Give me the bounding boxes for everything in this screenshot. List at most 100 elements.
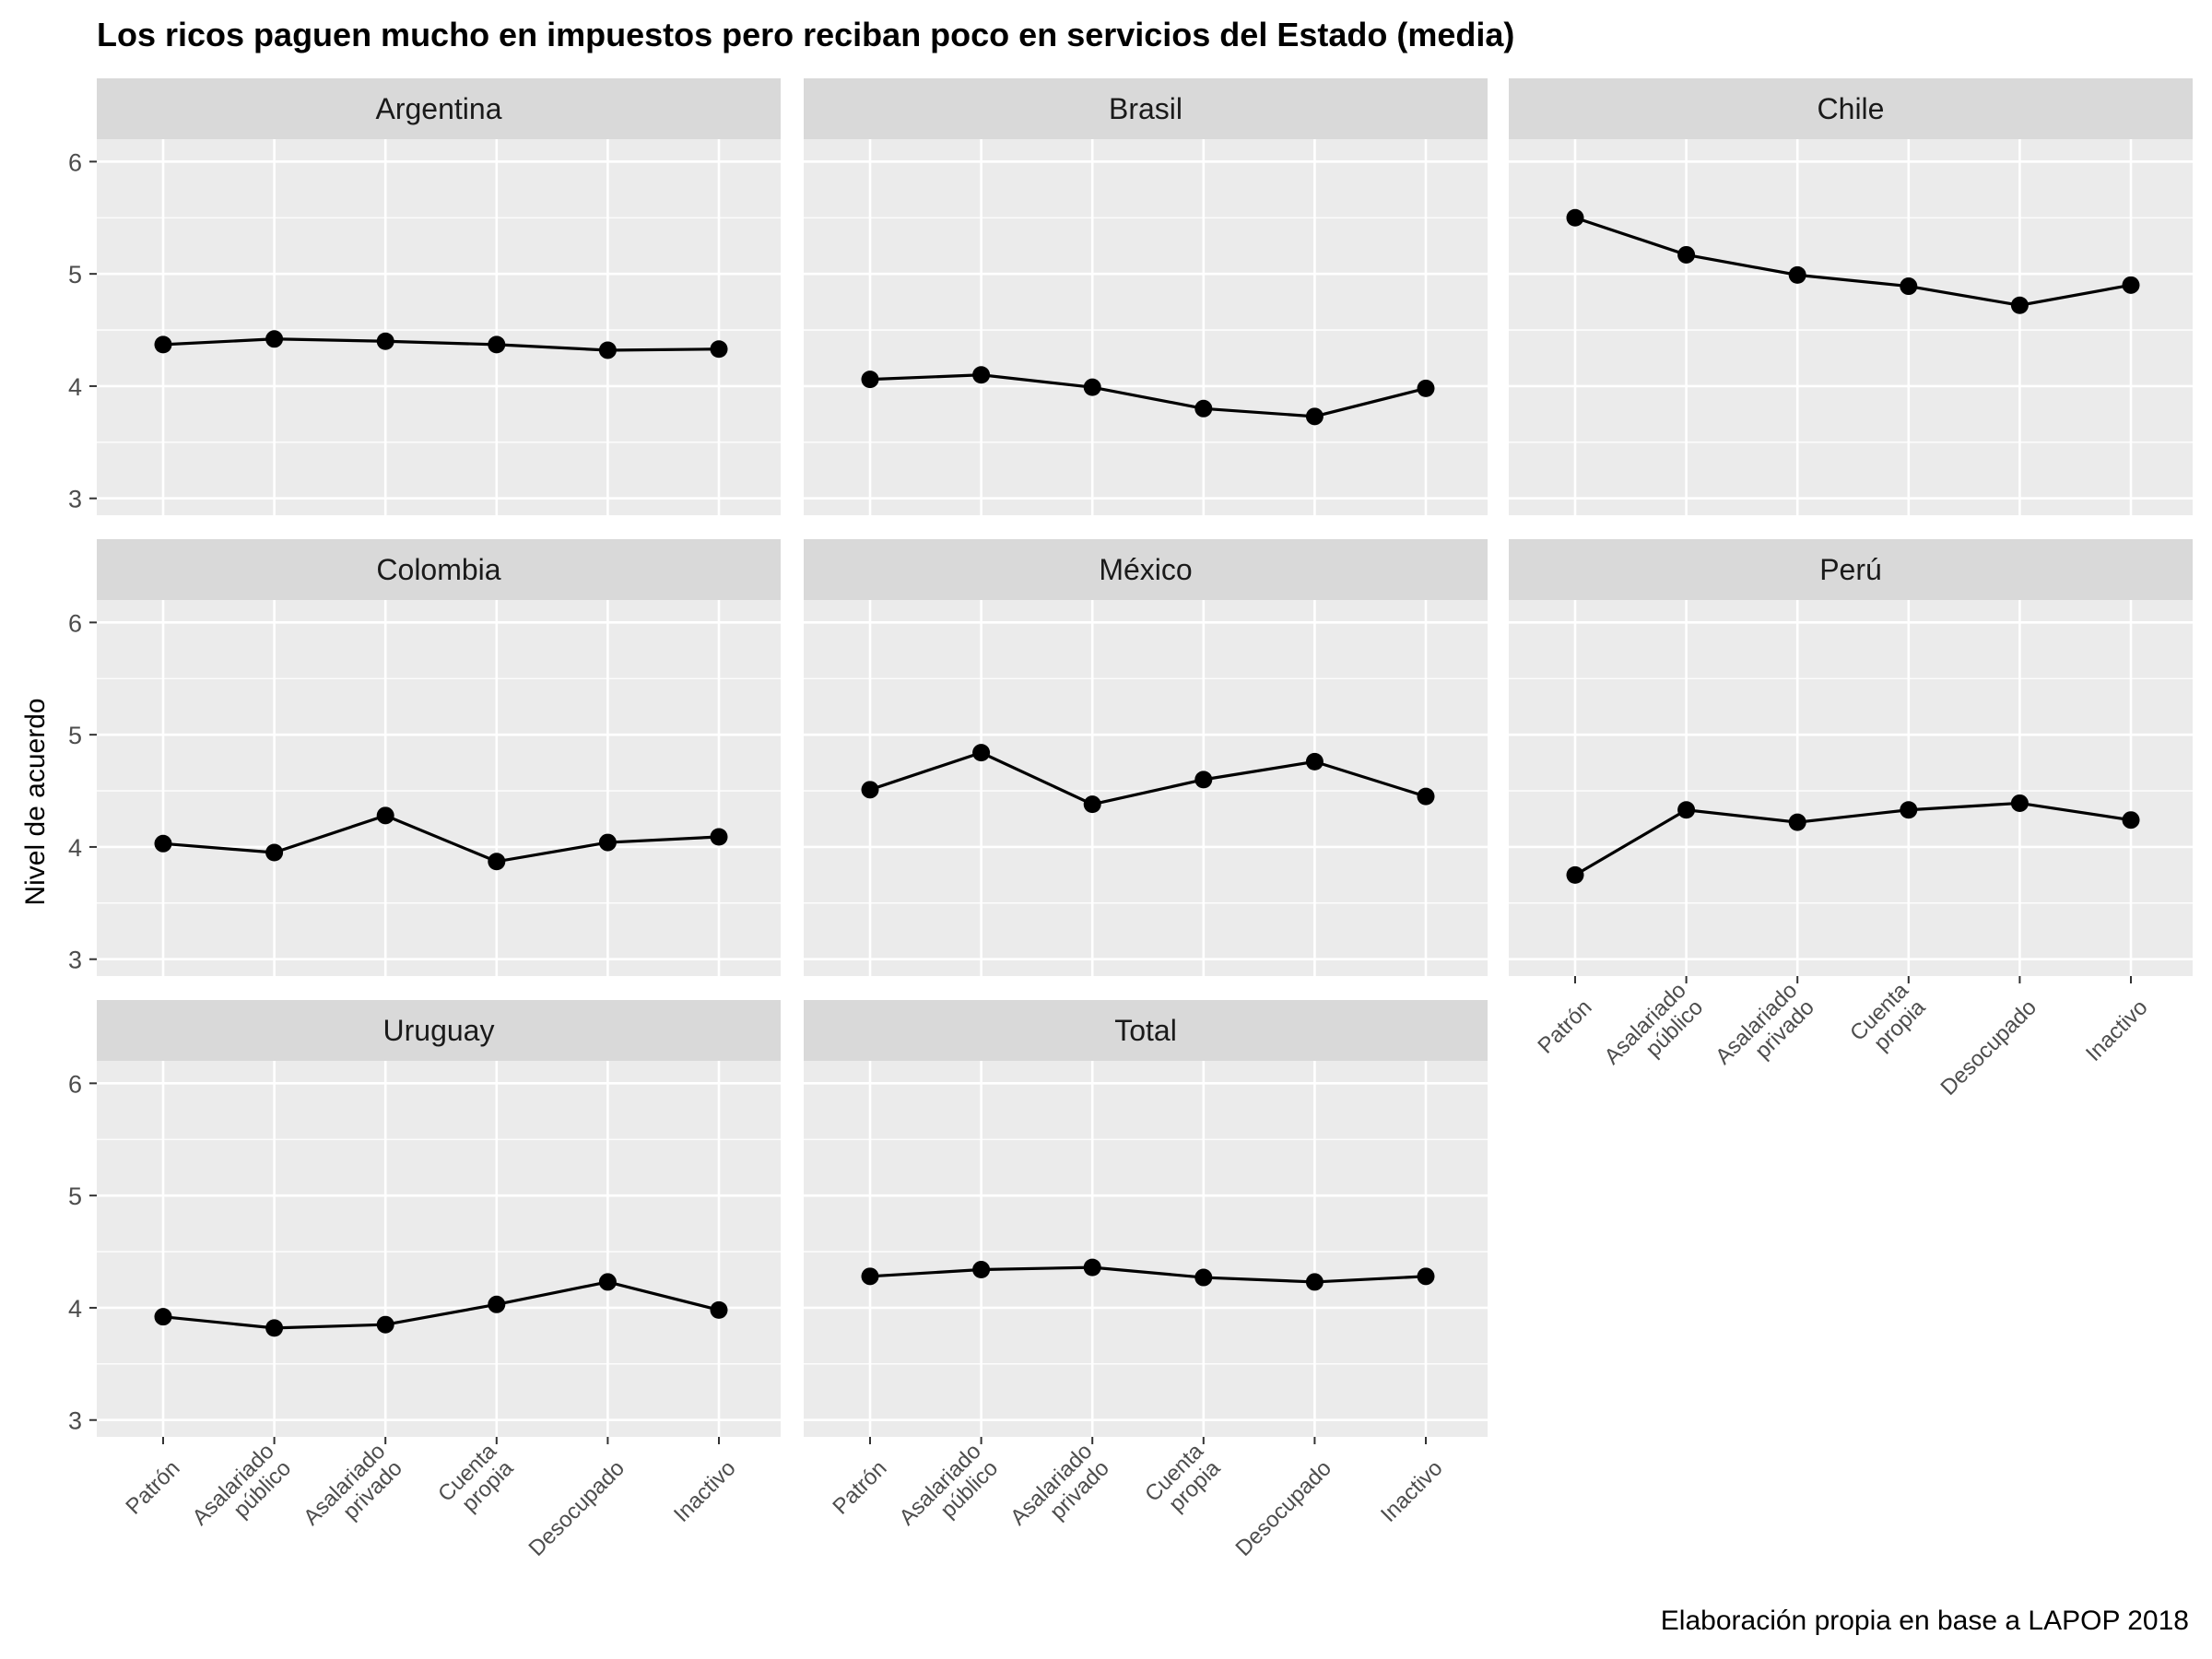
series-line (869, 1265, 1427, 1284)
y-tick-label: 6 (68, 148, 82, 176)
data-point (710, 828, 728, 846)
facet-panel (97, 139, 781, 515)
facet-strip (97, 78, 781, 139)
x-tick-label: Inactivo (1376, 1455, 1448, 1527)
facet-strip (804, 78, 1488, 139)
data-point (710, 1300, 728, 1319)
facet-panel (804, 1061, 1488, 1437)
y-tick-label: 3 (68, 1407, 82, 1435)
facet-strip-label: Chile (1818, 92, 1885, 125)
data-point (1417, 1267, 1435, 1286)
data-point (488, 335, 506, 354)
data-point (2010, 794, 2029, 812)
series-line (162, 814, 720, 864)
facet-strip (97, 539, 781, 600)
data-point (1305, 752, 1324, 771)
x-tick-label: Patrón (1533, 994, 1596, 1058)
data-point (265, 1319, 284, 1337)
x-tick-label: Inactivo (2081, 994, 2153, 1066)
data-point (861, 1267, 879, 1286)
data-point (1417, 379, 1435, 397)
data-point (1566, 865, 1584, 884)
x-tick-label-line: Patrón (1533, 994, 1596, 1058)
x-tick-label: Asalariadopúblico (1599, 978, 1708, 1087)
data-point (488, 853, 506, 871)
facet-panel (1509, 600, 2193, 976)
x-tick-label: Inactivo (669, 1455, 741, 1527)
series-line (162, 337, 720, 352)
x-tick-label: Asalariadopúblico (187, 1439, 296, 1547)
x-tick-label: Cuentapropia (433, 1439, 519, 1524)
data-point (2122, 276, 2140, 294)
facet-strip-label: Argentina (376, 92, 502, 125)
data-point (265, 843, 284, 862)
x-tick-label-line: Desocupado (1936, 994, 2041, 1100)
y-tick-label: 4 (68, 834, 82, 862)
y-tick-label: 5 (68, 261, 82, 288)
data-point (710, 340, 728, 359)
data-point (1194, 771, 1213, 789)
x-tick-label-line: Desocupado (524, 1455, 629, 1560)
data-point (861, 371, 879, 389)
data-point (265, 330, 284, 348)
facet-chile: Chile (1509, 78, 2193, 515)
y-axis-label: Nivel de acuerdo (20, 698, 51, 905)
series-line (162, 1280, 720, 1330)
x-tick-label: Desocupado (1936, 994, 2041, 1100)
data-point (598, 341, 617, 359)
y-tick-label: 3 (68, 486, 82, 513)
chart-title: Los ricos paguen mucho en impuestos pero… (97, 16, 1514, 53)
facet-strip (1509, 539, 2193, 600)
x-tick-label: Cuentapropia (1140, 1439, 1226, 1524)
data-point (1900, 277, 1918, 296)
data-point (154, 1308, 172, 1326)
data-point (154, 834, 172, 853)
data-point (1900, 801, 1918, 819)
facet-brasil: Brasil (804, 78, 1488, 515)
data-point (1305, 407, 1324, 426)
facet-strip-label: Perú (1819, 553, 1882, 586)
facet-colombia: Colombia 3 4 5 6 (68, 539, 781, 976)
facet-panel (1509, 139, 2193, 515)
x-tick-label: Asalariadopúblico (894, 1439, 1003, 1547)
x-tick-label-line: Inactivo (669, 1455, 741, 1527)
x-tick-label: Asalariadoprivado (299, 1439, 407, 1547)
x-tick-label-line: Inactivo (1376, 1455, 1448, 1527)
series-line (869, 750, 1427, 806)
y-tick-label: 3 (68, 947, 82, 974)
facet-peru: Perú Patrón Asalariadopúblico Asalariadopri… (1509, 539, 2193, 1100)
y-tick-label: 6 (68, 609, 82, 637)
facet-total: Total Patrón Asalariadopúblico Asalariadopr… (804, 1000, 1488, 1561)
x-tick-label-line: Patrón (828, 1455, 891, 1519)
x-tick-label: Desocupado (1231, 1455, 1336, 1560)
facet-panel (97, 1061, 781, 1437)
facet-strip (804, 539, 1488, 600)
x-tick-label: Cuentapropia (1845, 978, 1931, 1064)
facet-panel (804, 139, 1488, 515)
data-point (1417, 787, 1435, 806)
facet-strip (97, 1000, 781, 1061)
y-tick-label: 6 (68, 1070, 82, 1098)
facet-argentina: Argentina 3 4 5 6 (68, 78, 781, 515)
data-point (1083, 378, 1101, 396)
x-tick-label: Asalariadoprivado (1711, 978, 1819, 1087)
data-point (1083, 1258, 1101, 1277)
x-tick-label: Asalariadoprivado (1006, 1439, 1114, 1547)
x-tick-label-line: Patrón (121, 1455, 184, 1519)
data-point (1788, 265, 1806, 284)
facet-mexico: México (804, 539, 1488, 976)
series-line (1574, 216, 2132, 307)
y-tick-label: 5 (68, 1182, 82, 1210)
data-point (861, 781, 879, 799)
facet-strip (804, 1000, 1488, 1061)
data-point (972, 1261, 991, 1279)
facet-strip-label: Total (1114, 1014, 1177, 1047)
data-point (376, 332, 394, 350)
data-point (1305, 1273, 1324, 1291)
data-point (972, 744, 991, 762)
x-tick-label-line: Inactivo (2081, 994, 2153, 1066)
facet-uruguay: Uruguay 3 4 5 6 Patrón Asalariadopúblico Asalar… (68, 1000, 781, 1561)
data-point (2010, 296, 2029, 314)
data-point (1566, 208, 1584, 227)
